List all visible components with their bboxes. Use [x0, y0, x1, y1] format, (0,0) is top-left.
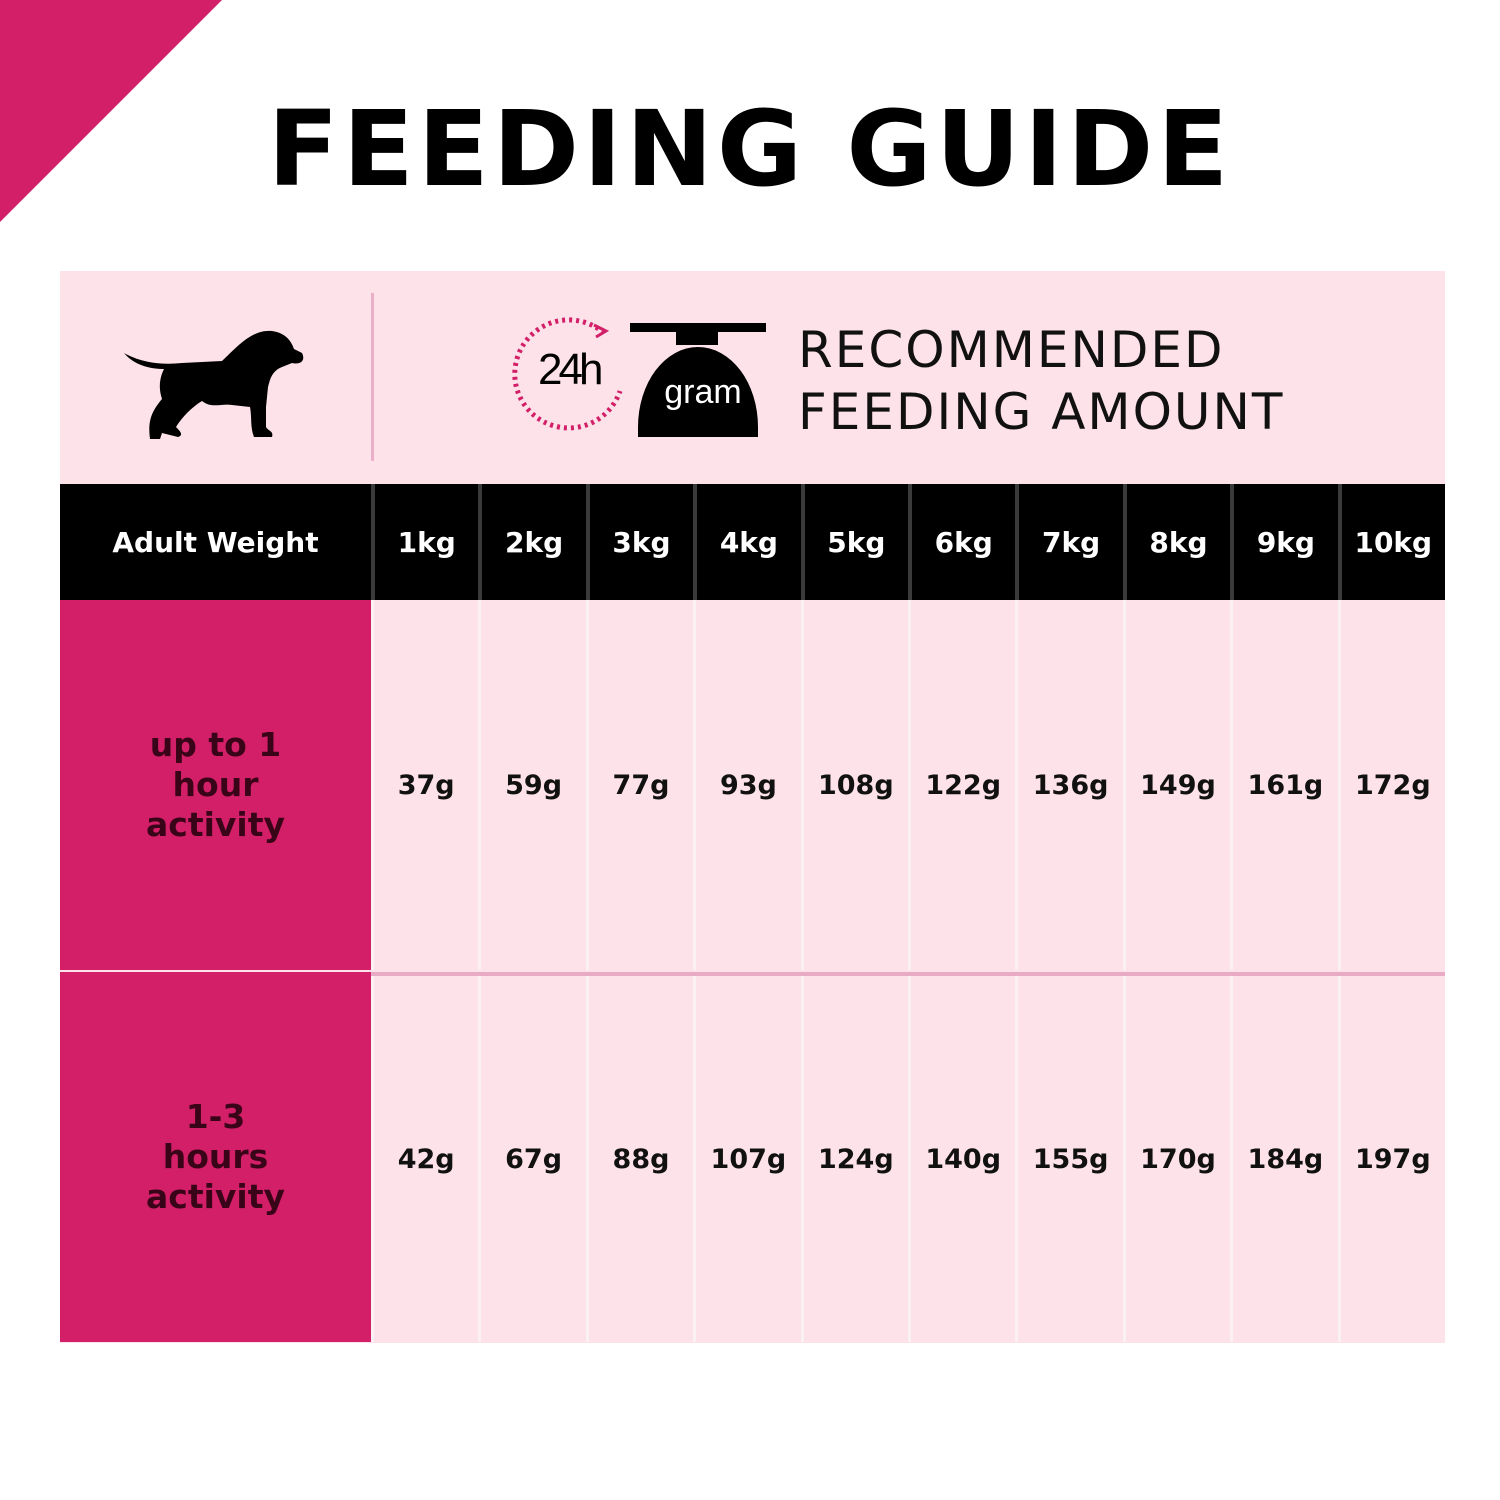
recommended-line1: RECOMMENDED: [798, 321, 1225, 379]
table-banner: 24h gram RECOMMENDED FEEDING AMOUNT: [60, 271, 1445, 484]
recommended-heading: RECOMMENDED FEEDING AMOUNT: [798, 319, 1284, 443]
amount-cell: 93g: [693, 600, 800, 970]
amount-cell: 149g: [1122, 600, 1230, 970]
feeding-table: 24h gram RECOMMENDED FEEDING AMOUNT Adul…: [60, 271, 1445, 1343]
amount-cell: 140g: [908, 976, 1015, 1342]
weight-header: 10kg: [1337, 484, 1445, 600]
banner-divider: [371, 293, 374, 461]
amount-cell: 170g: [1122, 976, 1230, 1342]
page-title: FEEDING GUIDE: [267, 88, 1233, 210]
amount-cell: 107g: [693, 976, 800, 1342]
weight-header: 1kg: [371, 484, 478, 600]
amount-cell: 108g: [800, 600, 908, 970]
weight-header: 6kg: [908, 484, 1015, 600]
weight-header: 9kg: [1230, 484, 1337, 600]
amount-cell: 197g: [1337, 976, 1445, 1342]
table-row: 1-3 hours activity 42g 67g 88g 107g 124g…: [60, 972, 1445, 1342]
weight-header: 7kg: [1015, 484, 1122, 600]
amount-cell: 184g: [1230, 976, 1337, 1342]
activity-label: up to 1 hour activity: [60, 600, 371, 970]
amount-cell: 122g: [908, 600, 1015, 970]
adult-weight-label: Adult Weight: [112, 525, 319, 559]
amount-cell: 88g: [585, 976, 693, 1342]
scale-label: gram: [664, 373, 742, 411]
weight-header: 8kg: [1122, 484, 1230, 600]
weight-header: 2kg: [478, 484, 585, 600]
clock-label: 24h: [538, 345, 603, 394]
amount-cell: 161g: [1230, 600, 1337, 970]
dog-icon: [124, 330, 304, 439]
amount-cell: 42g: [371, 976, 478, 1342]
amount-cell: 172g: [1337, 600, 1445, 970]
weight-header: 3kg: [585, 484, 693, 600]
amount-cell: 67g: [478, 976, 585, 1342]
corner-accent: [0, 0, 222, 222]
amount-cell: 37g: [371, 600, 478, 970]
amount-cell: 59g: [478, 600, 585, 970]
activity-label: 1-3 hours activity: [60, 972, 371, 1342]
scale-icon: gram: [630, 323, 766, 439]
amount-cell: 136g: [1015, 600, 1122, 970]
amount-cell: 155g: [1015, 976, 1122, 1342]
clock-24h-icon: 24h: [504, 315, 628, 439]
table-row: up to 1 hour activity 37g 59g 77g 93g 10…: [60, 600, 1445, 970]
recommended-line2: FEEDING AMOUNT: [798, 383, 1285, 441]
weight-header: 4kg: [693, 484, 800, 600]
amount-cell: 77g: [585, 600, 693, 970]
amount-cell: 124g: [800, 976, 908, 1342]
weight-header-row: Adult Weight 1kg 2kg 3kg 4kg 5kg 6kg 7kg…: [60, 484, 1445, 600]
weight-header: 5kg: [800, 484, 908, 600]
